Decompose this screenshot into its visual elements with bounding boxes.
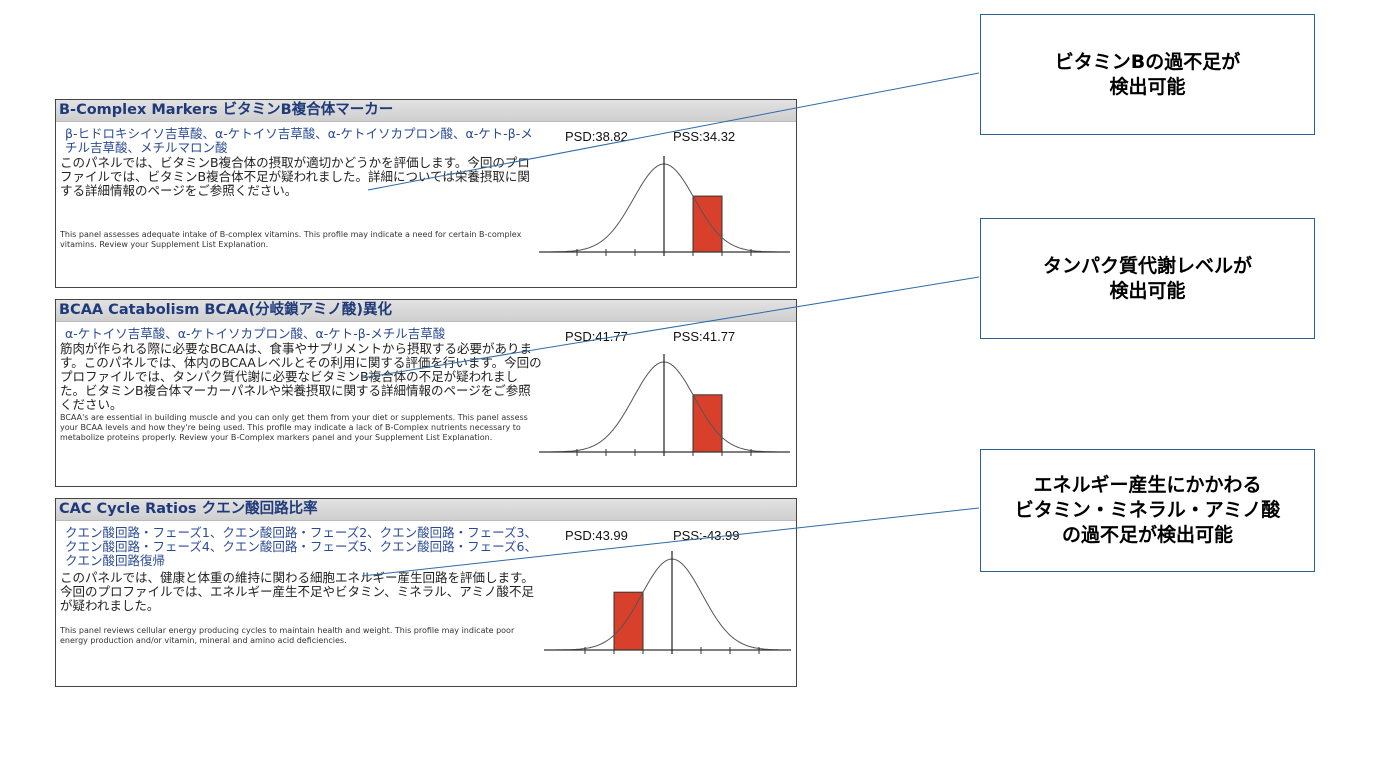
bell-curve: [556, 558, 779, 651]
callout-protein-metabolism: タンパク質代謝レベルが 検出可能: [980, 218, 1315, 339]
callout-energy-production: エネルギー産生にかかわる ビタミン・ミネラル・アミノ酸 の過不足が検出可能: [980, 449, 1315, 572]
distribution-chart: [539, 354, 790, 456]
distribution-chart: [539, 156, 790, 256]
description-en: This panel assesses adequate intake of B…: [60, 230, 522, 249]
description-en: BCAA's are essential in building muscle …: [60, 413, 528, 442]
description-en: This panel reviews cellular energy produ…: [60, 626, 515, 645]
panel-cac-cycle: CAC Cycle Ratios クエン酸回路比率 クエン酸回路・フェーズ1、ク…: [55, 498, 797, 687]
panel-b-complex: B-Complex Markers ビタミンB複合体マーカー β-ヒドロキシイソ…: [55, 99, 797, 288]
callout-vitamin-b: ビタミンBの過不足が 検出可能: [980, 14, 1315, 135]
marker-list: α-ケトイソ吉草酸、α-ケトイソカプロン酸、α-ケト-β-メチル吉草酸: [65, 326, 446, 341]
panel-bcaa: BCAA Catabolism BCAA(分岐鎖アミノ酸)異化 α-ケトイソ吉草…: [55, 299, 797, 487]
distribution-chart: [544, 551, 791, 654]
